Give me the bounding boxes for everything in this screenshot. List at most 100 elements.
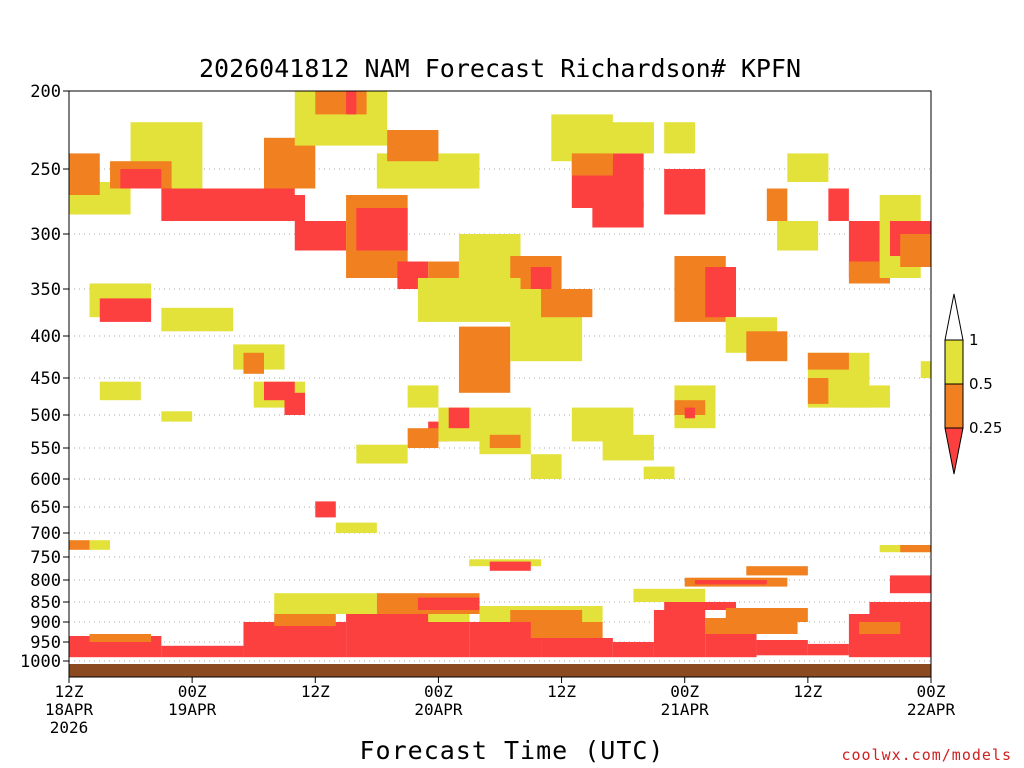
plot-frame: [68, 90, 932, 678]
heatmap-cell-orange: [243, 352, 264, 374]
heatmap-cell-yellow: [602, 434, 654, 461]
heatmap-cell-orange: [746, 331, 788, 362]
heatmap-cell-red: [489, 561, 531, 571]
heatmap-cell-red: [848, 614, 931, 658]
y-tick-label: 750: [30, 548, 61, 568]
y-tick-label: 950: [30, 633, 61, 653]
heatmap-cell-orange: [766, 188, 788, 221]
heatmap-cell-orange: [541, 289, 593, 318]
x-tick-label: 2026: [50, 718, 89, 737]
heatmap-cell-red: [612, 642, 654, 658]
legend-label: 1: [969, 331, 979, 349]
heatmap-cell-orange: [263, 137, 316, 189]
heatmap-cell-orange: [530, 622, 603, 638]
heatmap-cell-orange: [900, 545, 931, 553]
heatmap-cell-red: [807, 643, 849, 656]
x-tick-label: 12Z: [547, 682, 576, 701]
y-tick-label: 800: [30, 571, 61, 591]
heatmap-cell-red: [828, 188, 849, 221]
y-tick-label: 700: [30, 524, 61, 544]
heatmap-cell-red: [592, 201, 644, 228]
ground-strip: [69, 664, 931, 677]
heatmap-cell-orange: [315, 91, 367, 115]
heatmap-cell-red: [664, 602, 737, 610]
heatmap-cell-red: [530, 267, 552, 289]
y-tick-label: 650: [30, 498, 61, 518]
heatmap-cell-yellow: [633, 588, 706, 602]
x-tick-label: 18APR: [45, 700, 94, 719]
heatmap-cell-orange: [458, 326, 511, 393]
heatmap-cell-yellow: [407, 385, 439, 408]
heatmap-cell-orange: [387, 130, 439, 162]
legend-swatch-yellow: [944, 339, 964, 385]
x-tick-label: 12Z: [55, 682, 84, 701]
heatmap-cell-yellow: [920, 361, 931, 378]
heatmap-cell-yellow: [417, 278, 521, 322]
heatmap-cell-red: [705, 267, 737, 318]
heatmap-cell-red: [653, 610, 706, 658]
x-tick-label: 21APR: [661, 700, 710, 719]
heatmap-cell-red: [889, 575, 931, 594]
heatmap-cells: [69, 91, 931, 658]
heatmap-cell-orange: [746, 566, 808, 576]
heatmap-cell-orange: [807, 352, 849, 370]
heatmap-cell-yellow: [335, 522, 377, 533]
heatmap-cell-yellow: [274, 593, 377, 614]
heatmap-cell-orange: [89, 634, 152, 642]
x-tick-label: 00Z: [178, 682, 207, 701]
heatmap-cell-orange: [489, 434, 521, 448]
y-tick-label: 350: [30, 280, 61, 300]
y-tick-label: 250: [30, 160, 61, 180]
heatmap-cell-red: [541, 638, 613, 658]
heatmap-cell-yellow: [89, 540, 111, 550]
heatmap-cell-yellow: [530, 454, 562, 479]
heatmap-cell-red: [243, 622, 347, 658]
legend-label: 0.25: [969, 419, 1002, 437]
heatmap-cell-yellow: [664, 122, 695, 154]
heatmap-cell-red: [756, 640, 808, 656]
heatmap-cell-yellow: [428, 614, 470, 622]
legend-label: 0.5: [969, 375, 993, 393]
legend-swatch-above-1: [944, 293, 964, 341]
chart-title: 2026041812 NAM Forecast Richardson# KPFN: [199, 54, 801, 83]
x-tick-label: 12Z: [793, 682, 822, 701]
heatmap-cell-yellow: [838, 385, 890, 408]
x-tick-label: 12Z: [301, 682, 330, 701]
heatmap-cell-orange: [69, 153, 100, 195]
y-tick-label: 900: [30, 613, 61, 633]
heatmap-cell-red: [469, 622, 542, 658]
heatmap-cell-red: [161, 645, 244, 658]
heatmap-cell-red: [448, 407, 470, 429]
heatmap-cell-red: [346, 91, 357, 115]
x-axis-title: Forecast Time (UTC): [360, 736, 665, 765]
heatmap-cell-red: [664, 169, 706, 215]
heatmap-cell-orange: [69, 540, 90, 550]
heatmap-cell-orange: [407, 428, 439, 448]
heatmap-cell-red: [120, 169, 162, 189]
heatmap-cell-yellow: [356, 444, 408, 464]
x-tick-label: 19APR: [168, 700, 217, 719]
heatmap-cell-red: [417, 597, 480, 610]
y-axis: 200 250 300 350 400 450 500 550 600 650 700 750 8008…: [20, 82, 69, 672]
heatmap-cell-yellow: [787, 153, 829, 182]
heatmap-cell-yellow: [643, 466, 675, 479]
x-tick-label: 00Z: [424, 682, 453, 701]
x-tick-label: 20APR: [414, 700, 463, 719]
x-tick-label: 00Z: [670, 682, 699, 701]
heatmap-cell-orange: [571, 153, 613, 176]
y-tick-label: 600: [30, 470, 61, 490]
heatmap-cell-red: [294, 221, 347, 251]
y-tick-label: 400: [30, 327, 61, 347]
heatmap-cell-orange: [900, 234, 931, 267]
heatmap-cell-orange: [705, 618, 798, 634]
x-tick-label: 00Z: [917, 682, 946, 701]
heatmap-cell-yellow: [602, 122, 654, 154]
y-tick-label: 450: [30, 369, 61, 389]
heatmap-cell-yellow: [99, 381, 141, 401]
heatmap-cell-red: [99, 298, 152, 322]
heatmap-cell-red: [263, 195, 306, 221]
heatmap-cell-yellow: [161, 307, 234, 332]
x-tick-label: 22APR: [907, 700, 956, 719]
